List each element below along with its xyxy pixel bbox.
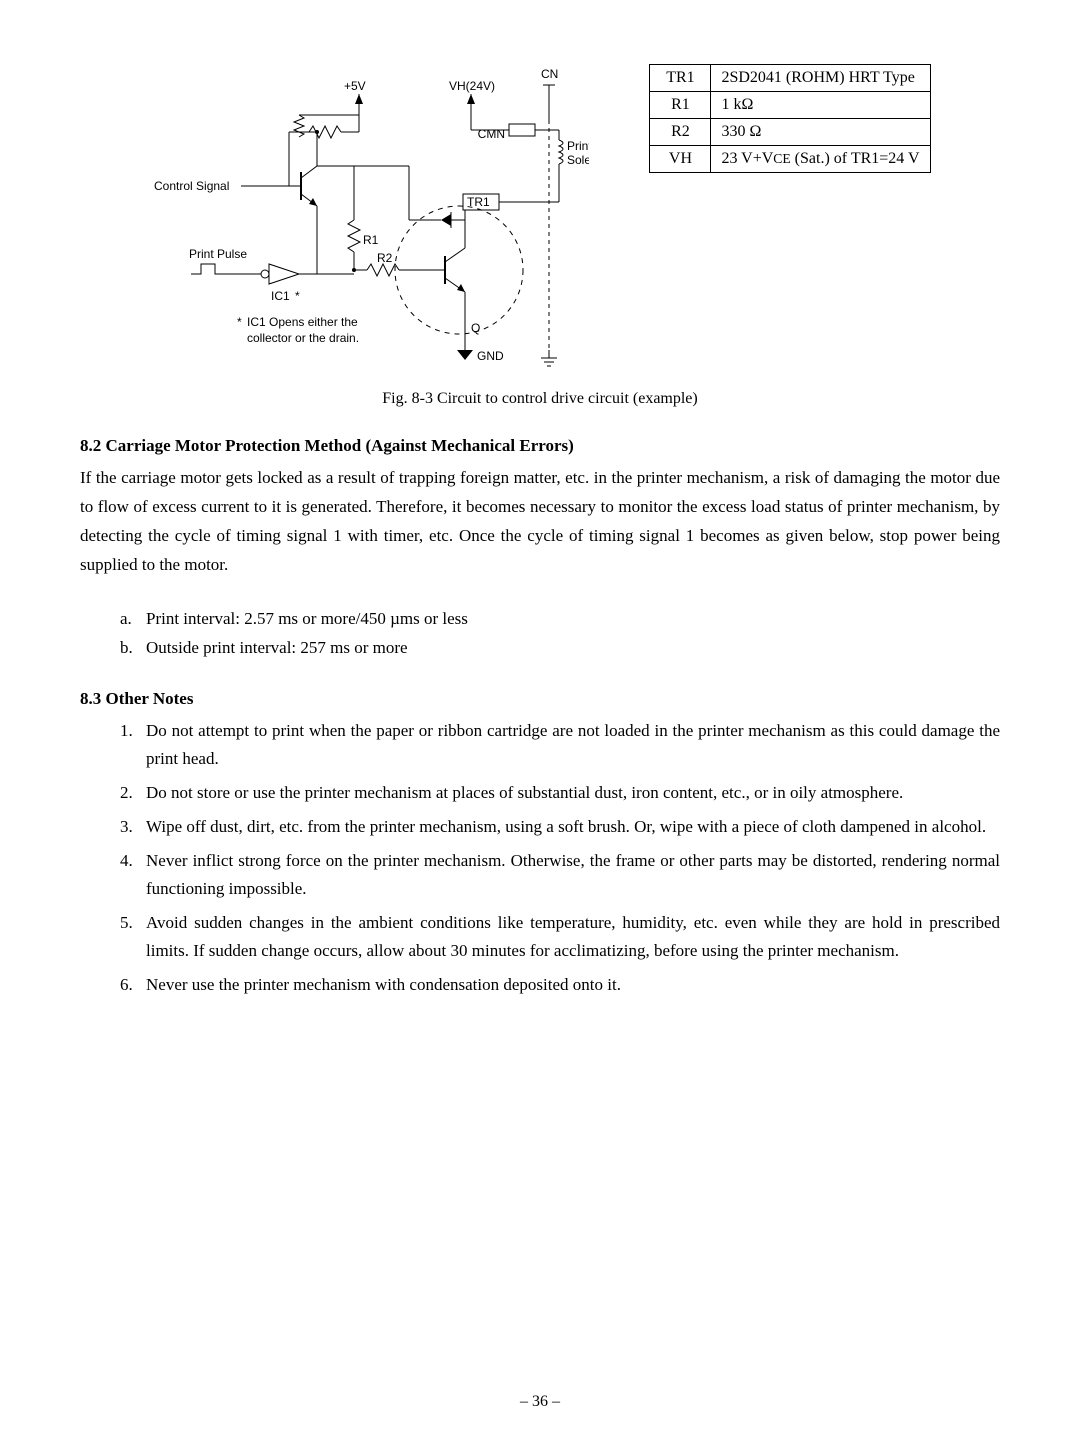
label-vh24v: VH(24V): [449, 79, 495, 93]
note-line1: IC1 Opens either the: [247, 315, 358, 329]
cell-key: TR1: [650, 65, 711, 92]
list-item: Never inflict strong force on the printe…: [120, 847, 1000, 903]
cell-value: 330 Ω: [711, 119, 930, 146]
list-item: Outside print interval: 257 ms or more: [120, 633, 1000, 663]
label-control-signal: Control Signal: [154, 179, 229, 193]
cell-key: VH: [650, 146, 711, 173]
label-cmn: CMN: [478, 127, 505, 141]
label-plus5v: +5V: [344, 79, 366, 93]
label-print-pulse: Print Pulse: [189, 247, 247, 261]
circuit-svg-icon: +5V VH(24V) CN CMN: [149, 60, 589, 370]
cell-key: R2: [650, 119, 711, 146]
figure-area: +5V VH(24V) CN CMN: [80, 60, 1000, 370]
circuit-diagram: +5V VH(24V) CN CMN: [149, 60, 589, 370]
label-print-solenoid-l2: Solenoid: [567, 153, 589, 167]
cell-key: R1: [650, 92, 711, 119]
label-q: Q: [471, 321, 480, 335]
label-r2: R2: [377, 251, 393, 265]
label-gnd: GND: [477, 349, 504, 363]
figure-caption: Fig. 8-3 Circuit to control drive circui…: [80, 390, 1000, 408]
cell-value: 1 kΩ: [711, 92, 930, 119]
page: +5V VH(24V) CN CMN: [0, 0, 1080, 1441]
label-r1: R1: [363, 233, 379, 247]
table-row: TR1 2SD2041 (ROHM) HRT Type: [650, 65, 930, 92]
table-row: R1 1 kΩ: [650, 92, 930, 119]
cell-value: 23 V+VCE (Sat.) of TR1=24 V: [711, 146, 930, 173]
list-item: Do not attempt to print when the paper o…: [120, 717, 1000, 773]
ab-list: Print interval: 2.57 ms or more/450 µms …: [80, 604, 1000, 664]
list-item: Avoid sudden changes in the ambient cond…: [120, 909, 1000, 965]
cell-value: 2SD2041 (ROHM) HRT Type: [711, 65, 930, 92]
label-star: *: [295, 289, 300, 303]
label-tr1: TR1: [467, 195, 490, 209]
label-cn: CN: [541, 67, 558, 81]
section-heading-82: 8.2 Carriage Motor Protection Method (Ag…: [80, 436, 1000, 456]
table-row: VH 23 V+VCE (Sat.) of TR1=24 V: [650, 146, 930, 173]
note-star: *: [237, 315, 242, 329]
spec-table: TR1 2SD2041 (ROHM) HRT Type R1 1 kΩ R2 3…: [649, 64, 930, 173]
label-print-solenoid-l1: Print: [567, 139, 589, 153]
list-item: Never use the printer mechanism with con…: [120, 971, 1000, 999]
section-heading-83: 8.3 Other Notes: [80, 689, 1000, 709]
table-row: R2 330 Ω: [650, 119, 930, 146]
note-line2: collector or the drain.: [247, 331, 359, 345]
label-ic1: IC1: [271, 289, 290, 303]
list-item: Print interval: 2.57 ms or more/450 µms …: [120, 604, 1000, 634]
notes-list: Do not attempt to print when the paper o…: [80, 717, 1000, 999]
section-82-body: If the carriage motor gets locked as a r…: [80, 464, 1000, 580]
page-number: – 36 –: [0, 1393, 1080, 1411]
list-item: Do not store or use the printer mechanis…: [120, 779, 1000, 807]
list-item: Wipe off dust, dirt, etc. from the print…: [120, 813, 1000, 841]
